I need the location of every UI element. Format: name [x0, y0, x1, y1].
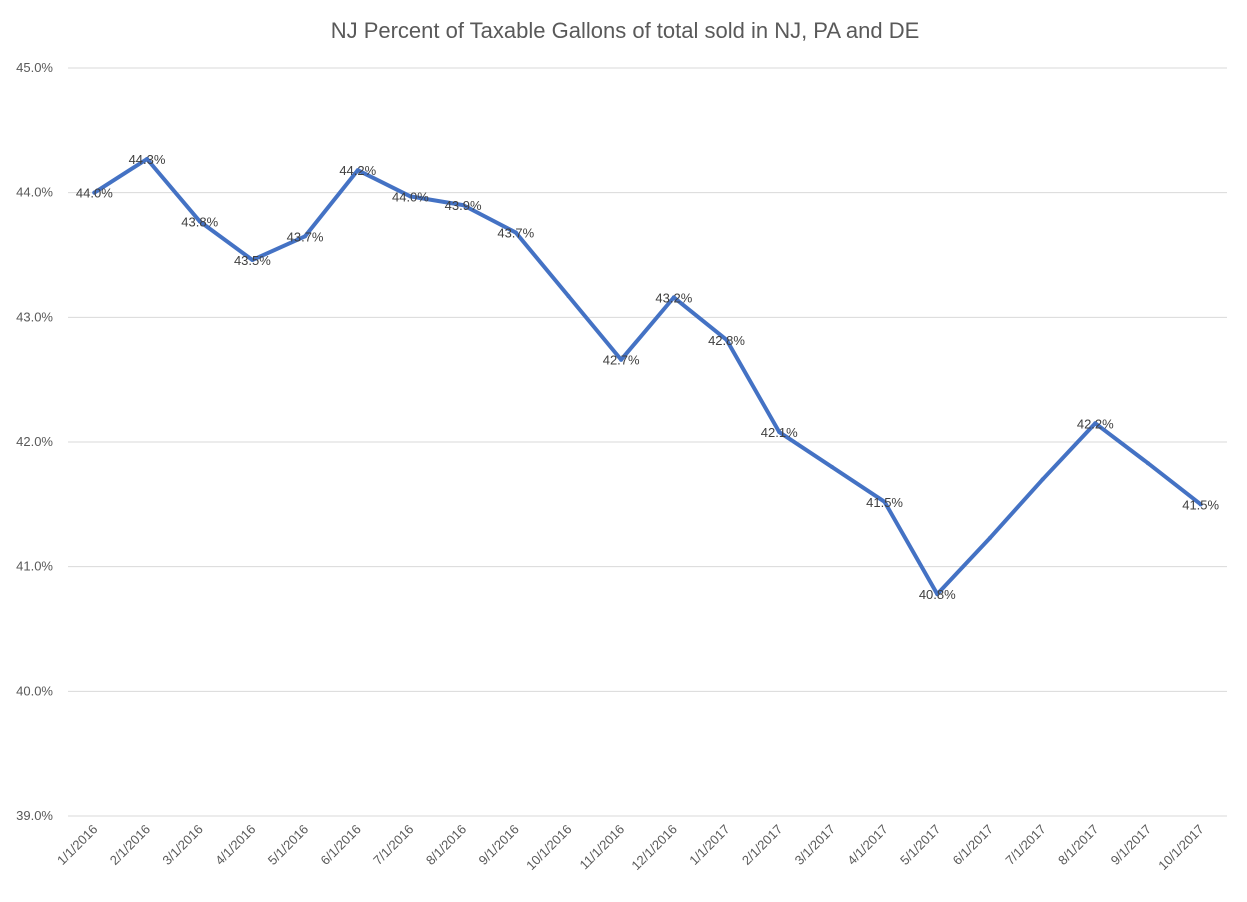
y-tick-label: 43.0% [16, 309, 53, 324]
x-tick-label: 10/1/2016 [523, 822, 575, 874]
x-tick-label: 6/1/2017 [950, 822, 996, 868]
data-label: 44.2% [339, 163, 376, 178]
x-tick-label: 5/1/2016 [265, 822, 311, 868]
data-label: 42.2% [1077, 416, 1114, 431]
x-tick-label: 1/1/2017 [686, 822, 732, 868]
data-label: 41.5% [1182, 497, 1219, 512]
x-tick-label: 3/1/2016 [159, 822, 205, 868]
y-tick-label: 41.0% [16, 559, 53, 574]
x-tick-label: 5/1/2017 [897, 822, 943, 868]
x-tick-label: 6/1/2016 [317, 822, 363, 868]
data-label: 41.5% [866, 495, 903, 510]
x-tick-label: 9/1/2016 [476, 822, 522, 868]
data-label: 43.8% [181, 214, 218, 229]
y-tick-label: 39.0% [16, 808, 53, 823]
data-label: 40.8% [919, 587, 956, 602]
data-point [303, 234, 308, 239]
data-point [461, 203, 466, 208]
x-tick-label: 11/1/2016 [576, 822, 627, 873]
x-tick-label: 8/1/2017 [1055, 822, 1101, 868]
x-axis-ticks: 1/1/2016 2/1/2016 3/1/2016 4/1/2016 5/1/2016… [54, 822, 1207, 874]
series-group [92, 157, 1203, 597]
data-point [1198, 502, 1203, 507]
x-tick-label: 7/1/2017 [1002, 822, 1048, 868]
data-label: 43.5% [234, 253, 271, 268]
y-tick-label: 45.0% [16, 60, 53, 75]
data-label: 44.0% [392, 189, 429, 204]
gridlines [68, 67, 1227, 817]
data-label: 42.7% [603, 353, 640, 368]
x-tick-label: 2/1/2016 [107, 822, 153, 868]
data-point [671, 295, 676, 300]
data-label: 42.8% [708, 333, 745, 348]
x-tick-label: 8/1/2016 [423, 822, 469, 868]
y-tick-label: 40.0% [16, 683, 53, 698]
data-label: 42.1% [761, 425, 798, 440]
data-point [829, 464, 834, 469]
data-label: 43.7% [287, 229, 324, 244]
x-tick-label: 3/1/2017 [792, 822, 838, 868]
data-point [408, 194, 413, 199]
data-point [1040, 477, 1045, 482]
y-axis-ticks: 39.0% 40.0% 41.0% 42.0% 43.0% 44.0% 45.0% [16, 60, 53, 823]
data-point [197, 219, 202, 224]
data-point [882, 499, 887, 504]
data-point [566, 294, 571, 299]
data-label: 43.2% [655, 290, 692, 305]
y-tick-label: 42.0% [16, 434, 53, 449]
x-tick-label: 2/1/2017 [739, 822, 785, 868]
data-labels: 44.0% 44.3% 43.8% 43.5% 43.7% 44.2% 44.0% 43.9%… [76, 152, 1220, 602]
series-line [92, 157, 1203, 597]
x-tick-label: 12/1/2016 [628, 822, 680, 874]
data-point [1093, 421, 1098, 426]
x-tick-label: 4/1/2016 [212, 822, 258, 868]
chart-title: NJ Percent of Taxable Gallons of total s… [331, 18, 920, 43]
data-label: 43.9% [445, 198, 482, 213]
x-tick-label: 1/1/2016 [54, 822, 100, 868]
data-label: 44.0% [76, 186, 113, 201]
data-point [513, 230, 518, 235]
x-tick-label: 9/1/2017 [1108, 822, 1154, 868]
x-tick-label: 4/1/2017 [844, 822, 890, 868]
x-tick-label: 7/1/2016 [370, 822, 416, 868]
data-label: 43.7% [497, 226, 534, 241]
data-point [145, 157, 150, 162]
data-point [724, 337, 729, 342]
data-point [777, 430, 782, 435]
data-point [619, 357, 624, 362]
data-point [92, 190, 97, 195]
data-point [987, 535, 992, 540]
data-point [355, 168, 360, 173]
data-label: 44.3% [129, 152, 166, 167]
data-point [1145, 461, 1150, 466]
x-tick-label: 10/1/2017 [1155, 822, 1207, 874]
data-point [250, 257, 255, 262]
y-tick-label: 44.0% [16, 185, 53, 200]
data-point [935, 592, 940, 597]
